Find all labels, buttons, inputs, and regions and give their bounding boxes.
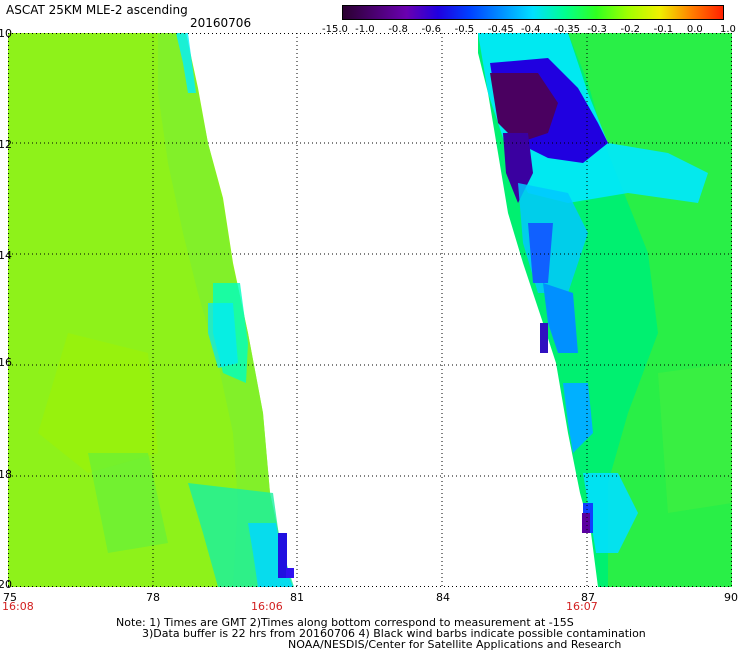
colorbar-label: -0.5 [454, 24, 475, 35]
lon-tick-90: 90 [724, 591, 738, 604]
lon-tick-78: 78 [146, 591, 160, 604]
footer-credit: NOAA/NESDIS/Center for Satellite Applica… [288, 638, 622, 651]
lat-tick-18: 18 [0, 468, 12, 481]
map-gridlines [8, 33, 732, 587]
colorbar-label: -0.35 [554, 24, 581, 35]
colorbar-label: 1.0 [720, 24, 736, 35]
footer-note-2: 3)Data buffer is 22 hrs from 20160706 4)… [142, 627, 646, 640]
colorbar-label: -0.8 [388, 24, 408, 35]
colorbar-label: 0.0 [686, 24, 703, 35]
pass-time-left: 16:08 [2, 600, 34, 613]
lat-tick-14: 14 [0, 249, 12, 262]
colorbar [342, 5, 724, 20]
lon-tick-87: 87 [581, 591, 595, 604]
lat-tick-12: 12 [0, 138, 12, 151]
lon-tick-84: 84 [436, 591, 450, 604]
colorbar-label: -15.0 [322, 24, 348, 35]
scatterometer-map [8, 33, 732, 587]
colorbar-label: -0.6 [421, 24, 442, 35]
lat-tick-20: 20 [0, 578, 12, 591]
colorbar-label: -0.1 [653, 24, 674, 35]
left-swath [8, 33, 294, 587]
lon-tick-81: 81 [290, 591, 304, 604]
colorbar-label: -0.45 [487, 24, 514, 35]
colorbar-label: -0.3 [587, 24, 607, 35]
lat-tick-16: 16 [0, 356, 12, 369]
product-date: 20160706 [190, 16, 252, 30]
footer-note-1: Note: 1) Times are GMT 2)Times along bot… [116, 616, 574, 629]
product-title: ASCAT 25KM MLE-2 ascending [6, 3, 188, 17]
pass-time-right: 16:07 [566, 600, 598, 613]
pass-time-mid: 16:06 [251, 600, 283, 613]
lat-tick-10: 10 [0, 27, 12, 40]
lon-tick-75: 75 [3, 591, 17, 604]
colorbar-label: -1.0 [355, 24, 375, 35]
colorbar-label: -0.4 [521, 24, 541, 35]
colorbar-label: -0.2 [620, 24, 641, 35]
